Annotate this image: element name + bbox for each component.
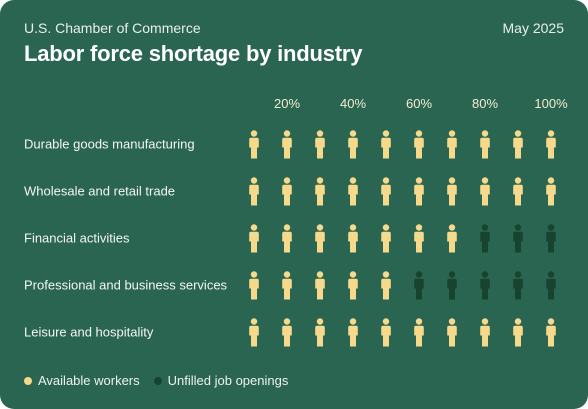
x-tick-label: 60% [406,96,432,111]
available-worker-icon [546,130,556,159]
available-worker-icon [414,177,424,206]
available-worker-icon [249,271,259,300]
available-worker-icon [546,318,556,347]
available-worker-icon [480,318,490,347]
category-label: Wholesale and retail trade [24,184,175,199]
available-worker-icon [480,130,490,159]
available-worker-icon [315,177,325,206]
available-worker-icon [315,130,325,159]
legend-item-available: Available workers [24,373,140,388]
source-label: U.S. Chamber of Commerce [24,20,201,36]
available-worker-icon [282,130,292,159]
available-worker-icon [447,177,457,206]
unfilled-opening-icon [414,271,424,300]
x-tick-label: 40% [340,96,366,111]
available-worker-icon [447,318,457,347]
available-worker-icon [348,130,358,159]
available-worker-icon [249,318,259,347]
unfilled-opening-icon [480,224,490,253]
available-worker-icon [513,318,523,347]
available-worker-icon [447,224,457,253]
legend-item-unfilled: Unfilled job openings [153,373,289,388]
unfilled-legend-dot [153,376,162,385]
available-worker-icon [348,177,358,206]
available-worker-icon [282,318,292,347]
legend-label-available: Available workers [38,373,140,388]
unfilled-opening-icon [513,271,523,300]
available-worker-icon [249,224,259,253]
available-worker-icon [513,177,523,206]
category-label: Durable goods manufacturing [24,137,195,152]
available-worker-icon [447,130,457,159]
available-worker-icon [315,224,325,253]
x-tick-label: 20% [274,96,300,111]
x-tick-label: 100% [534,96,568,111]
legend-label-unfilled: Unfilled job openings [167,373,289,388]
available-worker-icon [381,130,391,159]
category-label: Financial activities [24,231,130,246]
available-worker-icon [414,130,424,159]
available-worker-icon [282,224,292,253]
available-worker-icon [414,318,424,347]
available-worker-icon [348,224,358,253]
available-worker-icon [381,271,391,300]
available-legend-dot [24,376,32,385]
available-worker-icon [381,224,391,253]
unfilled-opening-icon [480,271,490,300]
unfilled-opening-icon [447,271,457,300]
x-tick-label: 80% [472,96,498,111]
category-label: Leisure and hospitality [24,325,154,340]
available-worker-icon [546,177,556,206]
available-worker-icon [282,177,292,206]
available-worker-icon [381,177,391,206]
legend: Available workers Unfilled job openings [24,373,302,388]
available-worker-icon [513,130,523,159]
available-worker-icon [381,318,391,347]
date-label: May 2025 [502,20,564,36]
available-worker-icon [348,318,358,347]
available-worker-icon [348,271,358,300]
available-worker-icon [480,177,490,206]
available-worker-icon [282,271,292,300]
available-worker-icon [249,130,259,159]
available-worker-icon [249,177,259,206]
available-worker-icon [315,318,325,347]
unfilled-opening-icon [546,224,556,253]
pictograph-chart: 20% 40% 60% 80% 100% Durable goods manufactur… [24,96,568,347]
category-label: Professional and business services [24,278,228,293]
unfilled-opening-icon [513,224,523,253]
unfilled-opening-icon [546,271,556,300]
available-worker-icon [414,224,424,253]
chart-title: Labor force shortage by industry [24,41,363,66]
available-worker-icon [315,271,325,300]
